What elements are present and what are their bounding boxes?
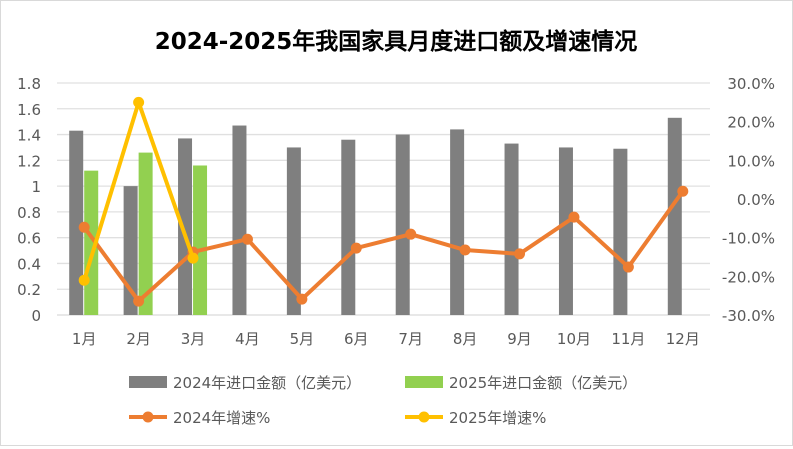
legend-swatch bbox=[405, 376, 443, 388]
x-tick-label: 2月 bbox=[126, 330, 151, 348]
bar-2024 bbox=[286, 147, 301, 315]
bar-2025 bbox=[138, 152, 153, 315]
point-2024-growth bbox=[133, 295, 145, 307]
bar-2024 bbox=[232, 125, 247, 316]
point-2024-growth bbox=[459, 244, 471, 256]
bar-2024 bbox=[667, 117, 682, 315]
point-2024-growth bbox=[677, 185, 689, 197]
x-tick-label: 8月 bbox=[453, 330, 478, 348]
x-tick-label: 4月 bbox=[235, 330, 260, 348]
x-tick-label: 12月 bbox=[666, 330, 700, 348]
y-left-tick-label: 1.6 bbox=[17, 101, 41, 119]
bar-2024 bbox=[395, 134, 410, 315]
y-right-tick-label: 0.0% bbox=[737, 191, 775, 209]
bar-2024 bbox=[178, 138, 193, 315]
chart-title: 2024-2025年我国家具月度进口额及增速情况 bbox=[155, 28, 638, 55]
y-left-tick-label: 0.4 bbox=[17, 255, 41, 273]
legend-swatch bbox=[129, 376, 167, 388]
bar-2024 bbox=[504, 143, 519, 315]
bar-2024 bbox=[558, 147, 573, 315]
y-left-tick-label: 1 bbox=[31, 178, 41, 196]
y-right-tick-label: 20.0% bbox=[727, 114, 775, 132]
y-right-tick-label: 10.0% bbox=[727, 152, 775, 170]
point-2024-growth bbox=[568, 211, 580, 223]
point-2024-growth bbox=[350, 242, 362, 254]
y-left-tick-label: 1.4 bbox=[17, 127, 41, 145]
point-2024-growth bbox=[514, 248, 526, 260]
point-2024-growth bbox=[622, 261, 634, 273]
x-tick-label: 9月 bbox=[507, 330, 532, 348]
y-left-tick-label: 1.2 bbox=[17, 152, 41, 170]
point-2024-growth bbox=[78, 221, 90, 233]
point-2025-growth bbox=[187, 252, 199, 264]
point-2025-growth bbox=[78, 274, 90, 286]
legend-label: 2025年增速% bbox=[449, 409, 546, 427]
y-right-tick-label: -20.0% bbox=[722, 268, 775, 286]
y-left-tick-label: 1.8 bbox=[17, 75, 41, 93]
bar-2024 bbox=[69, 130, 84, 315]
x-tick-label: 11月 bbox=[611, 330, 645, 348]
x-tick-label: 10月 bbox=[557, 330, 591, 348]
legend-label: 2025年进口金额（亿美元） bbox=[449, 374, 637, 392]
y-left-tick-label: 0.6 bbox=[17, 230, 41, 248]
point-2024-growth bbox=[241, 233, 253, 245]
y-right-tick-label: -10.0% bbox=[722, 230, 775, 248]
bar-2024 bbox=[450, 129, 465, 315]
point-2024-growth bbox=[296, 293, 308, 305]
point-2024-growth bbox=[405, 228, 417, 240]
x-tick-label: 3月 bbox=[181, 330, 206, 348]
line-2024-growth bbox=[82, 190, 685, 304]
y-left-tick-label: 0 bbox=[31, 307, 41, 325]
legend-label: 2024年进口金额（亿美元） bbox=[173, 374, 361, 392]
legend-label: 2024年增速% bbox=[173, 409, 270, 427]
y-left-tick-label: 0.2 bbox=[17, 281, 41, 299]
legend-marker bbox=[418, 411, 430, 423]
x-tick-label: 7月 bbox=[398, 330, 423, 348]
bar-2025 bbox=[193, 165, 208, 315]
y-right-tick-label: 30.0% bbox=[727, 75, 775, 93]
y-right-tick-label: -30.0% bbox=[722, 307, 775, 325]
legend-marker bbox=[142, 411, 154, 423]
x-tick-label: 5月 bbox=[290, 330, 315, 348]
x-tick-label: 6月 bbox=[344, 330, 369, 348]
bar-2024 bbox=[341, 139, 356, 315]
y-left-tick-label: 0.8 bbox=[17, 204, 41, 222]
bar-2024 bbox=[613, 148, 628, 315]
x-tick-label: 1月 bbox=[72, 330, 97, 348]
point-2025-growth bbox=[133, 96, 145, 108]
